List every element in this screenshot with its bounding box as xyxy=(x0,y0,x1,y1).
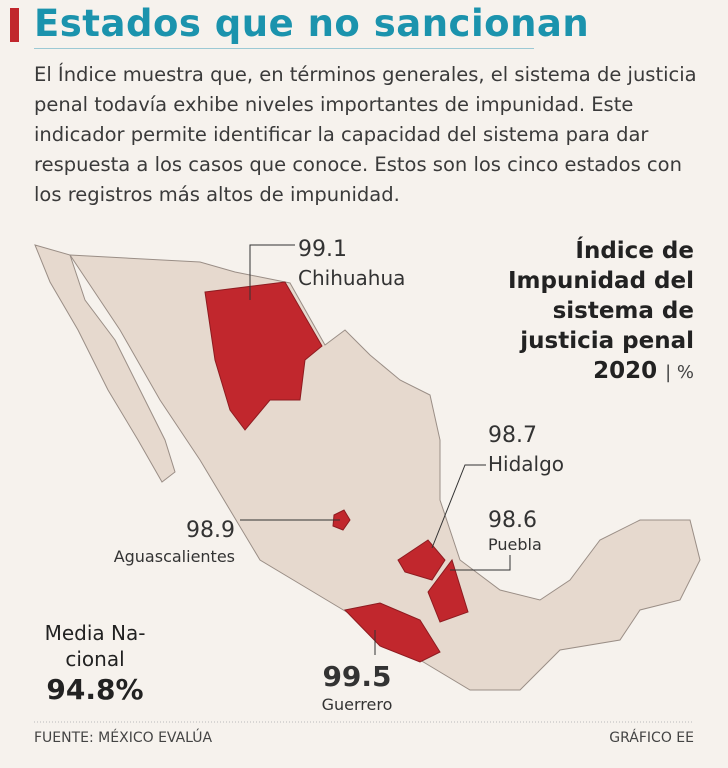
state-value: 98.9 xyxy=(186,518,235,543)
legend-unit: | % xyxy=(665,362,694,383)
state-value: 98.6 xyxy=(488,508,537,533)
state-name: Puebla xyxy=(488,535,542,554)
national-label: Media Na-cional xyxy=(44,621,146,671)
title-accent xyxy=(10,8,19,42)
hidalgo-shape xyxy=(397,539,446,581)
state-name: Chihuahua xyxy=(298,266,405,290)
leader-line xyxy=(450,555,511,571)
state-value: 99.1 xyxy=(298,237,347,262)
national-value: 94.8% xyxy=(46,673,144,706)
state-value: 99.5 xyxy=(322,660,391,693)
legend: Índice de Impunidad del sistema de justi… xyxy=(474,236,694,388)
state-name: Aguascalientes xyxy=(114,547,235,566)
source: FUENTE: MÉXICO EVALÚA xyxy=(34,730,213,746)
leader-line xyxy=(249,244,295,300)
credit: GRÁFICO EE xyxy=(609,730,694,746)
legend-title: Índice de Impunidad del sistema de justi… xyxy=(507,238,694,354)
puebla-shape xyxy=(427,558,469,623)
title-rule xyxy=(34,48,534,49)
title: Estados que no sancionan xyxy=(34,2,590,45)
state-value: 98.7 xyxy=(488,423,537,448)
leader-line xyxy=(431,464,486,549)
state-name: Hidalgo xyxy=(488,452,564,476)
legend-year: 2020 xyxy=(593,358,658,384)
guerrero-shape xyxy=(344,602,441,663)
chihuahua-shape xyxy=(204,281,323,431)
aguascalientes-shape xyxy=(332,509,351,531)
intro-text: El Índice muestra que, en términos gener… xyxy=(34,63,697,206)
baja-california xyxy=(34,244,176,483)
national-average: Media Na-cional 94.8% xyxy=(40,620,150,708)
state-name: Guerrero xyxy=(322,695,393,714)
